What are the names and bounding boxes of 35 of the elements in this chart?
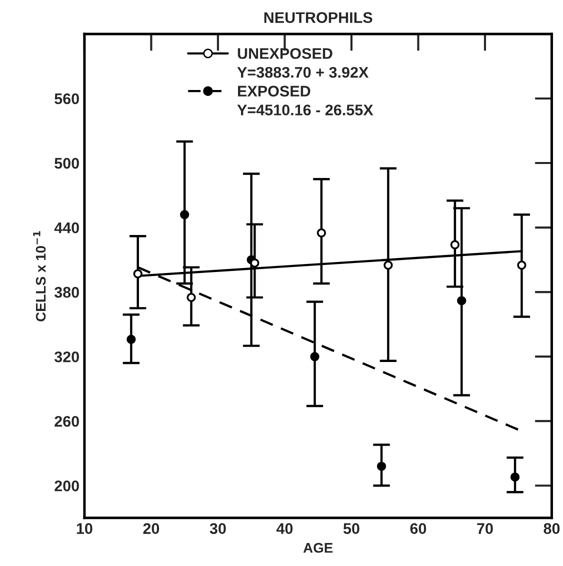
point xyxy=(126,334,136,344)
point xyxy=(316,228,326,238)
y-tick-label: 260 xyxy=(54,416,79,427)
x-axis-title: AGE xyxy=(303,542,333,553)
annotation: Y=4510.16 - 26.55X xyxy=(237,104,374,116)
x-tick-label: 50 xyxy=(343,523,360,534)
x-tick-label: 40 xyxy=(276,523,293,534)
annotation: Y=3883.70 + 3.92X xyxy=(237,66,369,78)
x-tick-label: 20 xyxy=(143,523,160,534)
point xyxy=(180,210,190,220)
point xyxy=(384,260,393,270)
point xyxy=(310,352,320,362)
y-tick-label: 380 xyxy=(54,286,79,298)
y-tick-label: 440 xyxy=(54,222,79,234)
x-tick-label: 30 xyxy=(210,523,226,534)
point xyxy=(457,296,466,306)
y-axis-title: CELLS x 10$^{−1}$ xyxy=(33,231,46,322)
x-tick-label: 70 xyxy=(477,523,493,534)
point xyxy=(517,260,526,270)
point xyxy=(510,472,520,482)
y-tick-label: 200 xyxy=(54,480,79,492)
legend-label: UNEXPOSED xyxy=(238,48,332,59)
y-tick-label: 320 xyxy=(54,351,79,362)
point xyxy=(133,269,142,278)
legend-label: EXPOSED xyxy=(238,86,310,97)
x-tick-label: 60 xyxy=(410,523,426,534)
point xyxy=(186,292,196,302)
point xyxy=(376,462,386,471)
point xyxy=(450,240,460,250)
chart-title: NEUTROPHILS xyxy=(264,12,372,23)
x-tick-label: 10 xyxy=(76,523,92,534)
y-tick-label: 500 xyxy=(54,158,79,169)
y-tick-label: 560 xyxy=(54,93,79,104)
x-tick-label: 80 xyxy=(544,523,560,534)
point xyxy=(250,258,260,268)
